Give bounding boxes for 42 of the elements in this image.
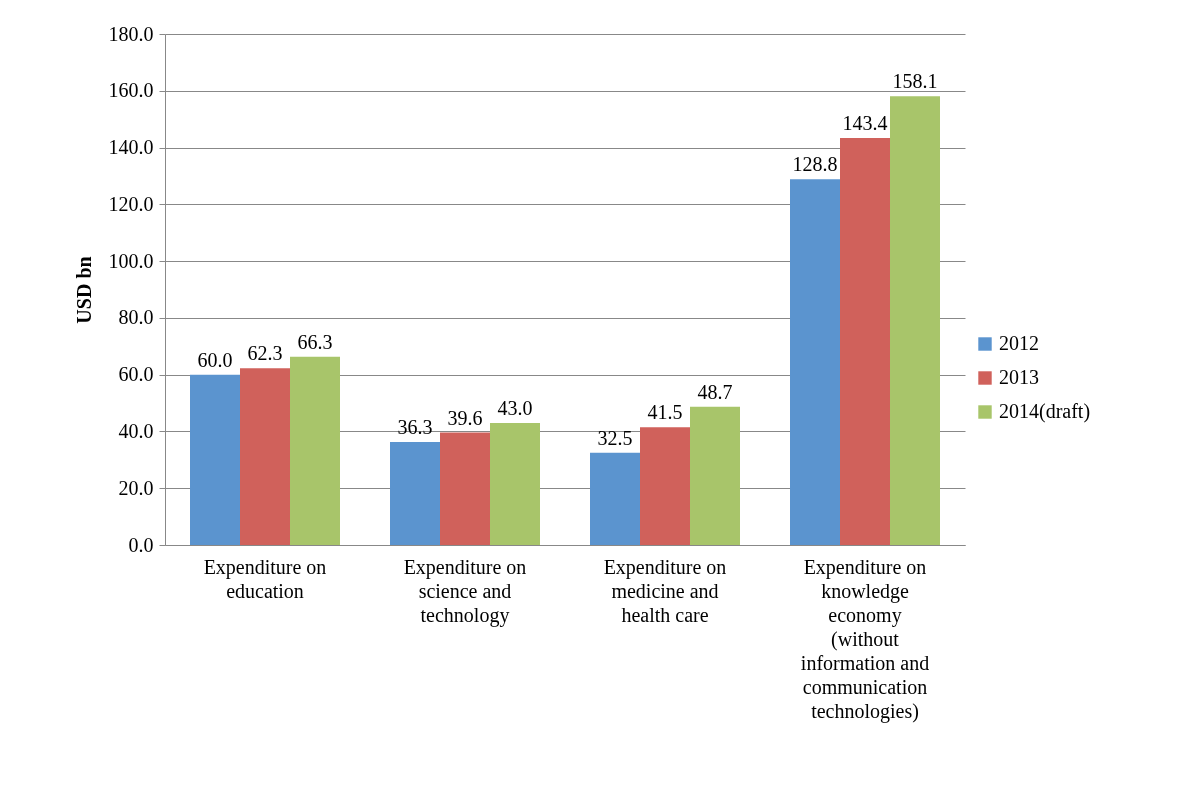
y-tick-label: 140.0: [108, 136, 154, 159]
bar: [790, 179, 840, 545]
y-axis-title: USD bn: [72, 256, 95, 324]
y-tick-label: 20.0: [118, 476, 154, 499]
y-tick-label: 0.0: [128, 533, 154, 556]
data-label: 39.6: [447, 406, 483, 429]
data-label: 32.5: [597, 426, 633, 449]
bar: [640, 427, 690, 545]
x-tick-label: Expenditure on medicine and health care: [603, 555, 727, 626]
bar: [240, 368, 290, 545]
bar: [290, 356, 340, 545]
data-label: 41.5: [647, 401, 683, 424]
bar: [840, 137, 890, 545]
data-label: 128.8: [792, 153, 838, 176]
y-tick-label: 100.0: [108, 249, 154, 272]
bar: [890, 96, 940, 545]
y-tick-label: 40.0: [118, 419, 154, 442]
y-tick-label: 80.0: [118, 306, 154, 329]
x-tick-label: Expenditure on education: [203, 555, 327, 602]
y-tick-label: 160.0: [108, 79, 154, 102]
data-label: 158.1: [892, 70, 938, 93]
data-label: 60.0: [197, 348, 233, 371]
bar: [190, 374, 240, 545]
y-tick-label: 120.0: [108, 192, 154, 215]
data-label: 62.3: [247, 342, 283, 365]
legend-label: 2014(draft): [999, 400, 1091, 423]
legend-label: 2013: [999, 366, 1039, 388]
bar: [440, 432, 490, 545]
x-tick-label: Expenditure on science and technology: [403, 555, 527, 627]
data-label: 43.0: [497, 396, 533, 419]
y-tick-label: 180.0: [108, 22, 154, 45]
legend-label: 2012: [999, 332, 1039, 354]
data-label: 66.3: [297, 330, 333, 353]
bar: [590, 452, 640, 545]
x-tick-label: Expenditure on knowledge economy (without information and communication technologies): [800, 555, 930, 723]
bar: [690, 406, 740, 545]
bar: [490, 422, 540, 545]
data-label: 48.7: [697, 380, 733, 403]
data-label: 143.4: [842, 111, 888, 134]
y-tick-label: 60.0: [118, 363, 154, 386]
data-label: 36.3: [397, 415, 433, 438]
bar: [390, 441, 440, 545]
